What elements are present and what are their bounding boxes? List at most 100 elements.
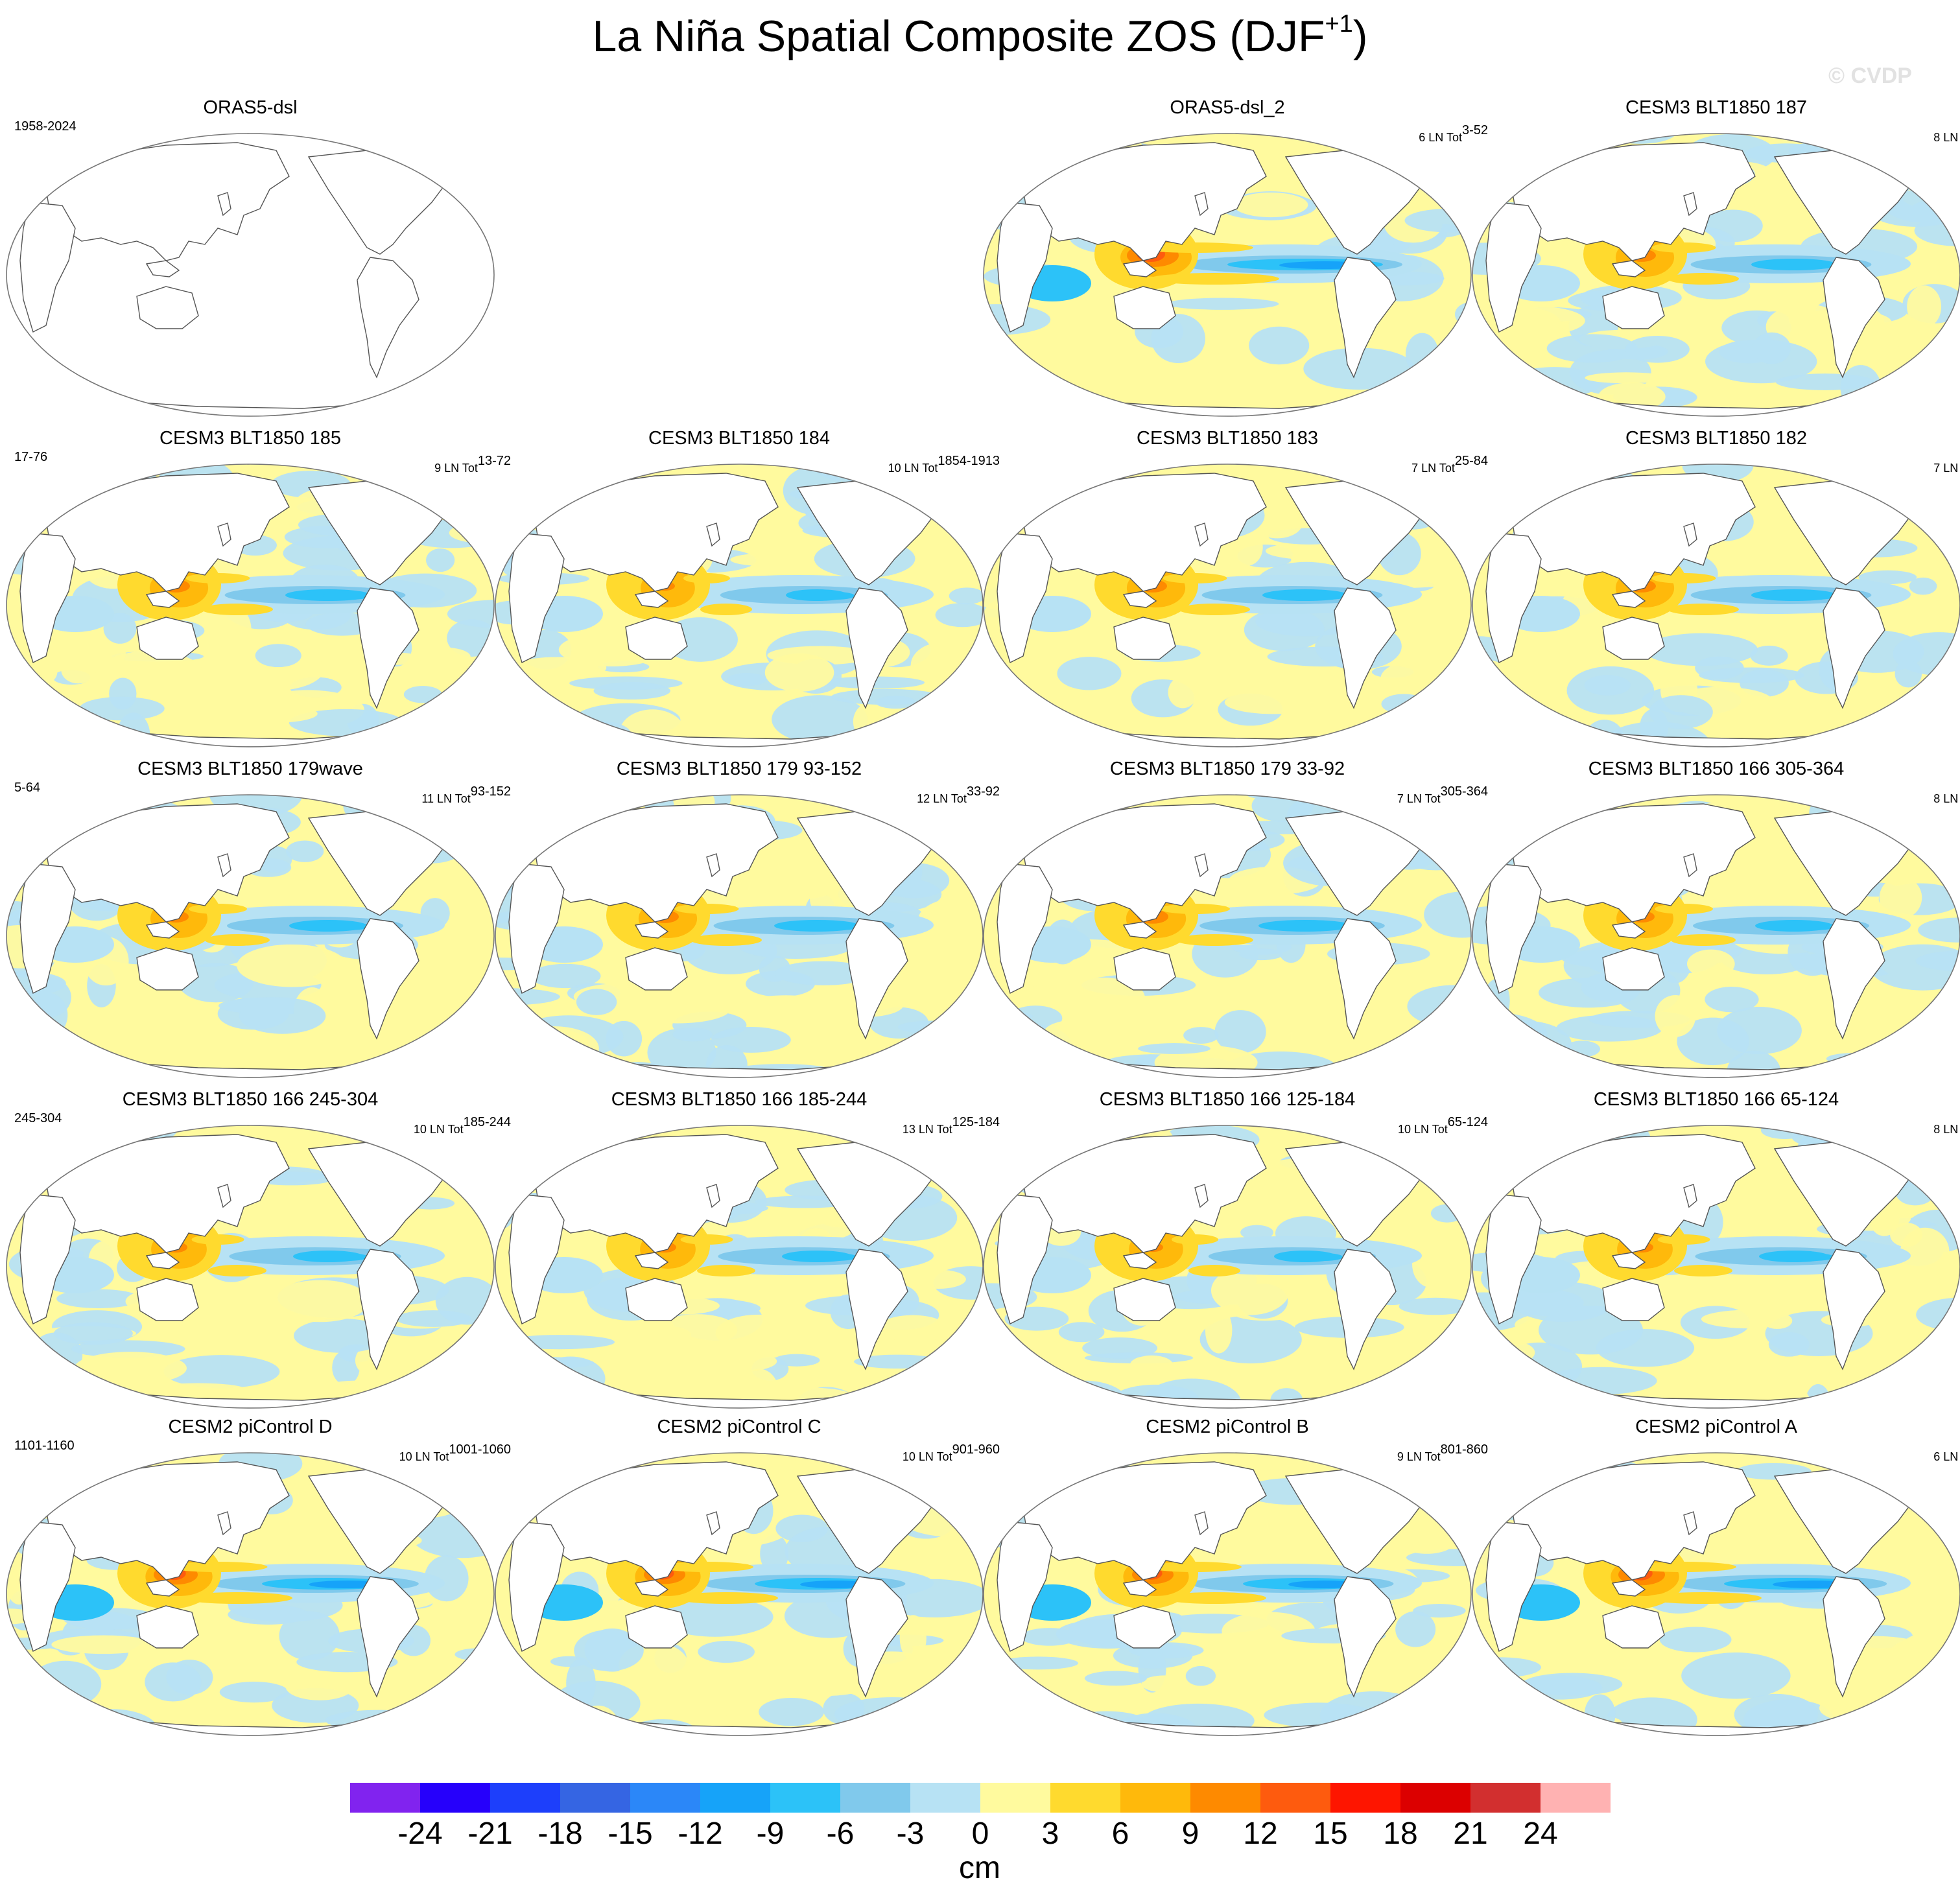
map-outline [983,1125,1472,1409]
anomaly-patch [1372,405,1420,416]
anomaly-patch [447,600,494,628]
anomaly-patch [325,1710,434,1731]
colorbar-tick-label: 18 [1383,1817,1418,1851]
anomaly-patch [1183,1027,1219,1044]
anomaly-patch [1168,676,1198,709]
anomaly-patch [1210,1265,1290,1315]
land-japan [706,523,720,547]
anomaly-patch [949,587,983,605]
anomaly-patch [1084,1671,1147,1686]
count-label: 6 LN Tot [1933,1450,1960,1463]
land-greenland [1871,138,1925,164]
land-africa [19,863,76,994]
map-panel: CESM3 BLT1850 166 245-304 10 LN Tot185-24… [4,1089,511,1413]
map-panel: CESM2 piControl B 9 LN Tot801-860 [981,1417,1488,1741]
panel-event-count: 10 LN Tot185-244 [414,1115,511,1136]
panel-title: CESM3 BLT1850 182 [1625,428,1807,449]
anomaly-patch [22,796,123,817]
anomaly-patch [403,685,442,703]
map-outline [1472,1452,1960,1736]
land-africa [508,1521,565,1652]
land-asia [42,473,290,592]
anomaly-patch [237,944,347,987]
colorbar-tick-label: -15 [608,1817,653,1851]
anomaly-patch [58,1063,115,1077]
panel-map [1472,1452,1960,1736]
anomaly-patch [1895,660,1922,688]
anomaly-patch [1239,948,1283,961]
colorbar-box [1541,1783,1611,1813]
positive-anomaly [1674,1265,1732,1276]
anomaly-patch [1546,334,1638,363]
anomaly-patch [1231,659,1287,690]
map-panel: CESM3 BLT1850 179wave 11 LN Tot93-152 5-64 [4,758,511,1083]
panel-title: CESM3 BLT1850 183 [1137,428,1318,449]
positive-anomaly [700,604,752,615]
title-close: ) [1352,12,1368,61]
anomaly-patch [435,1276,494,1325]
anomaly-patch [512,1125,572,1151]
anomaly-patch [1004,1046,1056,1077]
anomaly-patch [30,1332,83,1379]
map-panel: CESM3 BLT1850 187 8 LN Tot [1470,97,1960,421]
anomaly-patch [908,821,964,841]
land-asia [1508,142,1756,261]
anomaly-patch [217,606,252,655]
anomaly-patch [918,495,961,513]
anomaly-patch [1890,1222,1922,1247]
land-greenland [1871,1457,1925,1483]
panel-map [983,794,1472,1078]
anomaly-patch [1402,611,1471,628]
anomaly-patch [787,1730,839,1735]
negative-anomaly [1791,923,1836,930]
colorbar-box [560,1783,630,1813]
anomaly-patch [303,1125,331,1138]
panel-map [6,1125,495,1409]
land-africa [997,202,1053,333]
anomaly-patch [1059,977,1145,1018]
panel-event-count: 11 LN Tot93-152 [421,784,511,806]
anomaly-patch [563,720,631,747]
anomaly-patch [566,1658,596,1708]
land-africa [997,1193,1053,1324]
land-greenland [405,138,459,164]
negative-anomaly [322,592,373,600]
anomaly-patch [823,1693,865,1725]
panel-event-count: 8 LN Tot [1933,126,1960,145]
anomaly-patch [987,134,1058,162]
colorbar-box [840,1783,910,1813]
anomaly-patch [849,1394,934,1408]
negative-anomaly [1299,592,1350,600]
anomaly-patch [279,1611,340,1661]
land-japan [1194,523,1209,547]
land-asia [531,1134,779,1253]
panel-title: CESM2 piControl B [1146,1417,1309,1437]
anomaly-patch [897,721,975,747]
anomaly-patch [760,1534,789,1573]
years-label: 13-72 [477,454,511,468]
anomaly-patch [1539,1306,1644,1355]
anomaly-patch [1353,1069,1397,1077]
land-asia [42,803,290,923]
map-panel: CESM3 BLT1850 179 93-152 12 LN Tot33-92 [493,758,1000,1083]
panel-map [495,794,984,1078]
colorbar-box [1190,1783,1260,1813]
anomaly-patch [1233,192,1308,218]
anomaly-patch [1935,690,1960,722]
anomaly-patch [772,695,868,744]
anomaly-patch [427,1630,464,1673]
positive-anomaly [1651,242,1716,253]
anomaly-patch [915,949,983,961]
positive-anomaly [1163,1592,1266,1604]
colorbar-tick-label: 3 [1041,1817,1059,1851]
land-greenland [1871,1130,1925,1156]
map-outline [495,1452,984,1736]
years-label: 1001-1060 [449,1442,511,1457]
colorbar-tick-label: 0 [971,1817,989,1851]
land-africa [19,532,76,663]
positive-anomaly [1668,604,1739,615]
anomaly-patch [1910,1341,1960,1381]
map-outline [6,1452,495,1736]
panel-map [983,464,1472,747]
anomaly-patch [294,1318,389,1353]
